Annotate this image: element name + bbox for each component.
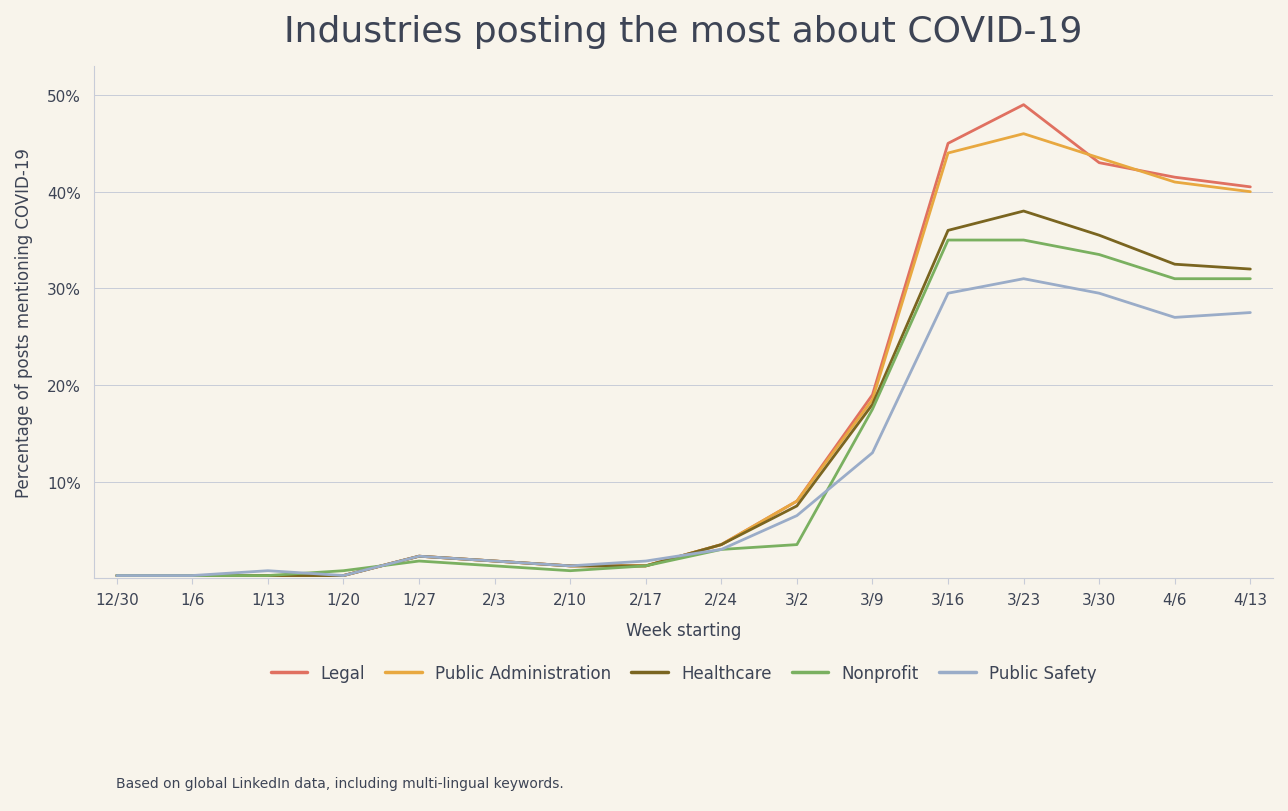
Legal: [260, 571, 276, 581]
Healthcare: [184, 571, 200, 581]
Public Administration: [563, 561, 578, 571]
Healthcare: [790, 501, 805, 511]
Nonprofit: [109, 571, 125, 581]
Public Safety: [1091, 289, 1106, 298]
Line: Legal: Legal: [117, 105, 1251, 576]
Public Safety: [109, 571, 125, 581]
Nonprofit: [790, 540, 805, 550]
Nonprofit: [411, 556, 426, 566]
Legal: [563, 561, 578, 571]
Legal: [1243, 182, 1258, 192]
Line: Healthcare: Healthcare: [117, 212, 1251, 576]
Legal: [940, 139, 956, 149]
Legal: [336, 571, 352, 581]
Public Administration: [864, 395, 880, 405]
Public Administration: [1016, 130, 1032, 139]
Public Administration: [638, 561, 653, 571]
Public Administration: [487, 556, 502, 566]
Public Safety: [411, 551, 426, 561]
Healthcare: [1016, 207, 1032, 217]
Legal: [1016, 101, 1032, 110]
Line: Public Safety: Public Safety: [117, 279, 1251, 576]
Public Safety: [1243, 308, 1258, 318]
Public Safety: [260, 566, 276, 576]
Public Administration: [411, 551, 426, 561]
Public Administration: [184, 571, 200, 581]
Legal: [411, 551, 426, 561]
Healthcare: [1243, 265, 1258, 275]
Legal: [1167, 173, 1182, 182]
Public Administration: [1091, 154, 1106, 164]
Nonprofit: [1243, 274, 1258, 284]
Healthcare: [260, 571, 276, 581]
Legal: [714, 540, 729, 550]
Nonprofit: [940, 236, 956, 246]
Nonprofit: [1016, 236, 1032, 246]
Nonprofit: [563, 566, 578, 576]
Public Safety: [1016, 274, 1032, 284]
Line: Nonprofit: Nonprofit: [117, 241, 1251, 576]
Healthcare: [487, 556, 502, 566]
Nonprofit: [1167, 274, 1182, 284]
Legal: [864, 390, 880, 400]
Public Administration: [790, 496, 805, 506]
Nonprofit: [184, 571, 200, 581]
Public Safety: [1167, 313, 1182, 323]
Y-axis label: Percentage of posts mentioning COVID-19: Percentage of posts mentioning COVID-19: [15, 148, 33, 497]
Public Administration: [940, 149, 956, 159]
Healthcare: [336, 571, 352, 581]
Line: Public Administration: Public Administration: [117, 135, 1251, 576]
Legal: [638, 561, 653, 571]
Public Safety: [790, 511, 805, 521]
Nonprofit: [1091, 251, 1106, 260]
Public Safety: [563, 561, 578, 571]
Public Administration: [336, 571, 352, 581]
Public Administration: [260, 571, 276, 581]
Nonprofit: [336, 566, 352, 576]
Healthcare: [1167, 260, 1182, 270]
Public Administration: [109, 571, 125, 581]
Public Safety: [184, 571, 200, 581]
Healthcare: [109, 571, 125, 581]
Legend: Legal, Public Administration, Healthcare, Nonprofit, Public Safety: Legal, Public Administration, Healthcare…: [270, 664, 1096, 682]
Healthcare: [940, 226, 956, 236]
Title: Industries posting the most about COVID-19: Industries posting the most about COVID-…: [285, 15, 1083, 49]
Public Safety: [864, 448, 880, 458]
Public Safety: [336, 571, 352, 581]
Healthcare: [714, 540, 729, 550]
Nonprofit: [487, 561, 502, 571]
Legal: [109, 571, 125, 581]
Public Safety: [487, 556, 502, 566]
Public Administration: [1167, 178, 1182, 187]
Public Safety: [940, 289, 956, 298]
Nonprofit: [864, 405, 880, 414]
Healthcare: [864, 400, 880, 410]
Nonprofit: [260, 571, 276, 581]
Text: Based on global LinkedIn data, including multi-lingual keywords.: Based on global LinkedIn data, including…: [116, 775, 564, 790]
X-axis label: Week starting: Week starting: [626, 621, 741, 639]
Healthcare: [1091, 231, 1106, 241]
Healthcare: [411, 551, 426, 561]
Legal: [184, 571, 200, 581]
Nonprofit: [714, 545, 729, 555]
Public Administration: [1243, 187, 1258, 197]
Healthcare: [563, 561, 578, 571]
Healthcare: [638, 561, 653, 571]
Public Administration: [714, 540, 729, 550]
Legal: [1091, 159, 1106, 169]
Public Safety: [638, 556, 653, 566]
Nonprofit: [638, 561, 653, 571]
Legal: [487, 556, 502, 566]
Public Safety: [714, 545, 729, 555]
Legal: [790, 496, 805, 506]
